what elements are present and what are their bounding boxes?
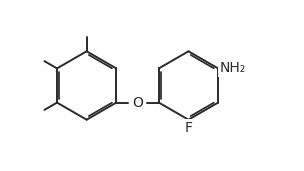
Text: NH₂: NH₂ [219, 61, 246, 75]
Text: F: F [185, 121, 192, 135]
Text: O: O [132, 96, 143, 110]
